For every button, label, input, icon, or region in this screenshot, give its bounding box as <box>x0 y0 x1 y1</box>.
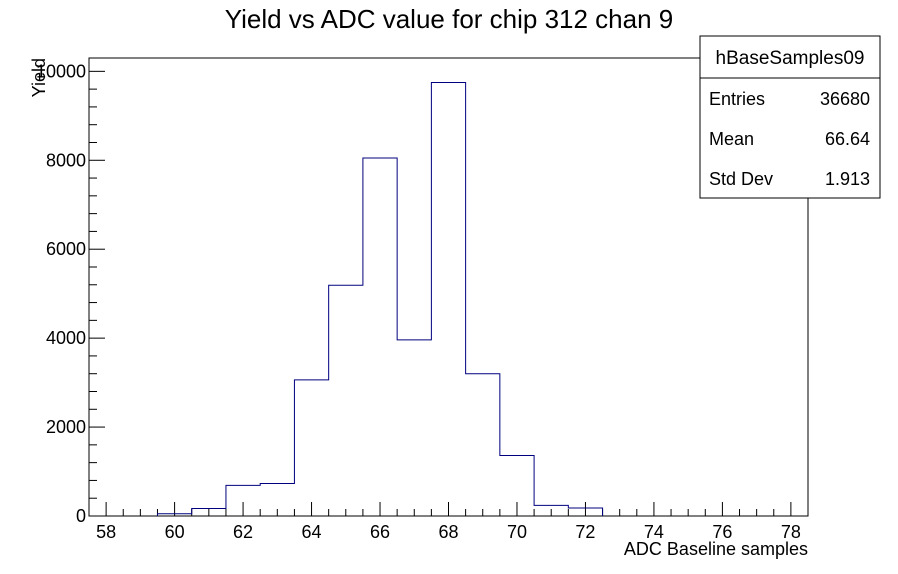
x-tick-label: 68 <box>438 522 458 542</box>
x-tick-label: 74 <box>644 522 664 542</box>
y-tick-label: 6000 <box>46 239 86 259</box>
stats-box: hBaseSamples09 Entries 36680 Mean 66.64 … <box>699 35 881 199</box>
y-tick-label: 0 <box>76 506 86 526</box>
stats-stddev-value: 1.913 <box>825 169 870 189</box>
x-tick-label: 60 <box>165 522 185 542</box>
y-axis-label: Yield <box>29 58 49 97</box>
stats-mean-label: Mean <box>709 129 754 149</box>
histogram-bin <box>397 340 431 516</box>
x-tick-label: 76 <box>712 522 732 542</box>
stats-box-name: hBaseSamples09 <box>716 48 865 69</box>
histogram-bin <box>329 285 363 516</box>
x-axis-label: ADC Baseline samples <box>624 539 808 559</box>
y-tick-label: 10000 <box>36 61 86 81</box>
chart-title: Yield vs ADC value for chip 312 chan 9 <box>225 4 674 34</box>
histogram-bin <box>294 380 328 516</box>
x-tick-label: 78 <box>781 522 801 542</box>
histogram-bins <box>157 82 602 516</box>
x-tick-label: 70 <box>507 522 527 542</box>
stats-box-frame <box>699 35 881 199</box>
x-tick-label: 72 <box>575 522 595 542</box>
histogram-bin <box>363 158 397 516</box>
x-tick-label: 62 <box>233 522 253 542</box>
y-tick-label: 8000 <box>46 150 86 170</box>
histogram-bin <box>466 374 500 516</box>
stats-entries-value: 36680 <box>820 89 870 109</box>
x-tick-label: 66 <box>370 522 390 542</box>
histogram-outline <box>156 81 604 516</box>
x-tick-label: 64 <box>302 522 322 542</box>
y-tick-label: 4000 <box>46 328 86 348</box>
stats-mean-value: 66.64 <box>825 129 870 149</box>
histogram-bin <box>431 82 465 516</box>
x-axis: 58 60 62 64 66 68 70 72 74 76 78 <box>96 502 801 542</box>
y-tick-label: 2000 <box>46 417 86 437</box>
stats-stddev-label: Std Dev <box>709 169 773 189</box>
y-axis: 0 2000 4000 6000 8000 10000 <box>36 61 105 526</box>
stats-entries-label: Entries <box>709 89 765 109</box>
x-tick-label: 58 <box>96 522 116 542</box>
